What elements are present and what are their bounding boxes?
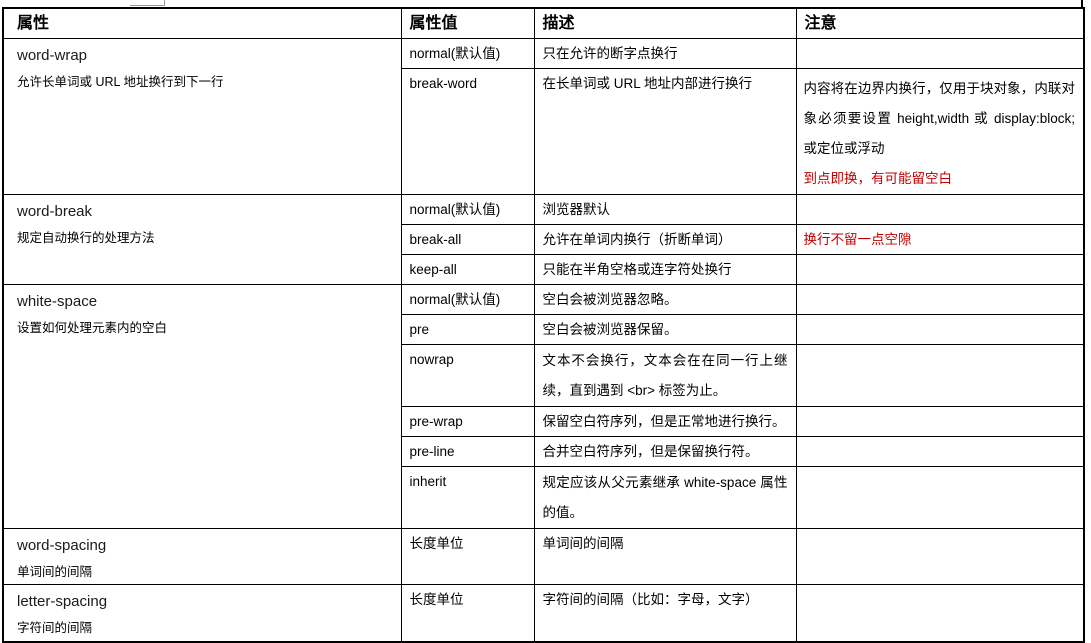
cell-value: pre-line <box>400 435 535 467</box>
table-row: pre-line 合并空白符序列，但是保留换行符。 <box>3 435 1085 467</box>
table-row: word-spacing 单词间的间隔 长度单位 单词间的间隔 <box>2 527 1085 585</box>
table-row: word-break 规定自动换行的处理方法 normal(默认值) 浏览器默认 <box>2 193 1085 285</box>
note-red-text: 到点即换，有可能留空白 <box>803 170 953 186</box>
cell-description: 字符间的间隔（比如：字母，文字） <box>533 583 797 643</box>
note-text: 内容将在边界内换行，仅用于块对象，内联对象必须要设置 height,width … <box>803 80 1076 156</box>
table-row: keep-all 只能在半角空格或连字符处换行 <box>3 253 1085 285</box>
cell-value: break-word <box>400 67 535 195</box>
cell-note: 内容将在边界内换行，仅用于块对象，内联对象必须要设置 height,width … <box>795 67 1085 195</box>
cell-value: 长度单位 <box>400 583 535 643</box>
table-border-tick <box>1081 0 1083 9</box>
cell-description: 保留空白符序列，但是正常地进行换行。 <box>533 405 797 437</box>
cell-note <box>795 527 1085 585</box>
table-row: pre 空白会被浏览器保留。 <box>3 313 1085 345</box>
cell-value: normal(默认值) <box>400 193 535 225</box>
property-subtitle: 字符间的间隔 <box>17 620 93 635</box>
cell-note <box>795 435 1085 467</box>
cell-value: pre-wrap <box>400 405 535 437</box>
cell-value: 长度单位 <box>400 527 535 585</box>
cell-description: 合并空白符序列，但是保留换行符。 <box>533 435 797 467</box>
cell-description: 在长单词或 URL 地址内部进行换行 <box>533 67 797 195</box>
table-row: break-word 在长单词或 URL 地址内部进行换行 内容将在边界内换行，… <box>3 67 1085 195</box>
property-subtitle: 单词间的间隔 <box>17 564 93 579</box>
note-red-text: 换行不留一点空隙 <box>803 231 912 247</box>
table-row: white-space 设置如何处理元素内的空白 normal(默认值) 空白会… <box>2 283 1085 529</box>
property-name: white-space <box>17 292 98 310</box>
cell-property-word-wrap: word-wrap 允许长单词或 URL 地址换行到下一行 <box>2 37 402 195</box>
cell-description: 空白会被浏览器保留。 <box>533 313 797 345</box>
cell-description: 只在允许的断字点换行 <box>533 37 797 69</box>
cell-note <box>795 465 1085 529</box>
property-subtitle: 规定自动换行的处理方法 <box>17 230 155 245</box>
header-description: 描述 <box>533 7 797 39</box>
css-properties-table: 属性 属性值 描述 注意 word-wrap 允许长单词或 URL 地址换行到下… <box>2 7 1085 643</box>
cell-description: 浏览器默认 <box>533 193 797 225</box>
cell-value: normal(默认值) <box>400 283 535 315</box>
cell-value: inherit <box>400 465 535 529</box>
cell-value: normal(默认值) <box>400 37 535 69</box>
property-name: word-wrap <box>17 46 88 64</box>
table-row: inherit 规定应该从父元素继承 white-space 属性的值。 <box>3 465 1085 529</box>
table-row: pre-wrap 保留空白符序列，但是正常地进行换行。 <box>3 405 1085 437</box>
cell-description: 单词间的间隔 <box>533 527 797 585</box>
cell-note <box>795 343 1085 407</box>
cell-property-word-break: word-break 规定自动换行的处理方法 <box>2 193 402 285</box>
cell-note <box>795 583 1085 643</box>
cell-value: break-all <box>400 223 535 255</box>
header-note: 注意 <box>795 7 1085 39</box>
header-property: 属性 <box>2 7 402 39</box>
cell-description: 只能在半角空格或连字符处换行 <box>533 253 797 285</box>
table-row: nowrap 文本不会换行，文本会在在同一行上继续，直到遇到 <br> 标签为止… <box>3 343 1085 407</box>
cell-description: 空白会被浏览器忽略。 <box>533 283 797 315</box>
property-name: letter-spacing <box>17 592 108 610</box>
property-subtitle: 允许长单词或 URL 地址换行到下一行 <box>17 74 224 89</box>
header-value: 属性值 <box>400 7 535 39</box>
cell-note: 换行不留一点空隙 <box>795 223 1085 255</box>
cell-note <box>795 37 1085 69</box>
cell-property-word-spacing: word-spacing 单词间的间隔 <box>2 527 402 585</box>
cell-property-white-space: white-space 设置如何处理元素内的空白 <box>2 283 402 529</box>
cell-note <box>795 283 1085 315</box>
cell-property-letter-spacing: letter-spacing 字符间的间隔 <box>2 583 402 643</box>
cell-description: 文本不会换行，文本会在在同一行上继续，直到遇到 <br> 标签为止。 <box>533 343 797 407</box>
cell-value: keep-all <box>400 253 535 285</box>
cell-description: 规定应该从父元素继承 white-space 属性的值。 <box>533 465 797 529</box>
cell-note <box>795 313 1085 345</box>
cell-value: nowrap <box>400 343 535 407</box>
property-name: word-break <box>17 202 93 220</box>
table-header-row: 属性 属性值 描述 注意 <box>2 7 1085 39</box>
window-fragment <box>130 0 165 6</box>
cell-value: pre <box>400 313 535 345</box>
property-name: word-spacing <box>17 536 107 554</box>
cell-description: 允许在单词内换行（折断单词） <box>533 223 797 255</box>
cell-note <box>795 253 1085 285</box>
cell-note <box>795 193 1085 225</box>
cell-note <box>795 405 1085 437</box>
table-row: word-wrap 允许长单词或 URL 地址换行到下一行 normal(默认值… <box>2 37 1085 195</box>
property-subtitle: 设置如何处理元素内的空白 <box>17 320 168 335</box>
table-row: letter-spacing 字符间的间隔 长度单位 字符间的间隔（比如：字母，… <box>2 583 1085 643</box>
